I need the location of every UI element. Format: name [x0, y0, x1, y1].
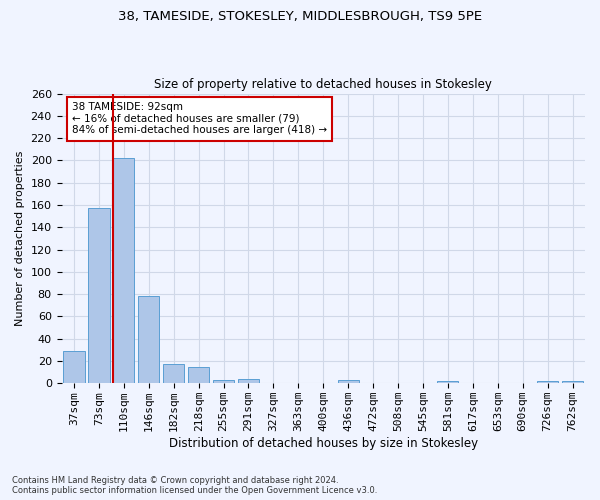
Bar: [562, 381, 583, 384]
Bar: [138, 296, 160, 384]
Bar: [437, 381, 458, 384]
Bar: [188, 366, 209, 384]
Bar: [163, 364, 184, 384]
X-axis label: Distribution of detached houses by size in Stokesley: Distribution of detached houses by size …: [169, 437, 478, 450]
Bar: [113, 158, 134, 384]
Bar: [537, 381, 558, 384]
Bar: [238, 379, 259, 384]
Bar: [88, 208, 110, 384]
Y-axis label: Number of detached properties: Number of detached properties: [15, 150, 25, 326]
Bar: [213, 380, 234, 384]
Text: 38 TAMESIDE: 92sqm
← 16% of detached houses are smaller (79)
84% of semi-detache: 38 TAMESIDE: 92sqm ← 16% of detached hou…: [72, 102, 327, 136]
Title: Size of property relative to detached houses in Stokesley: Size of property relative to detached ho…: [154, 78, 492, 91]
Bar: [338, 380, 359, 384]
Text: 38, TAMESIDE, STOKESLEY, MIDDLESBROUGH, TS9 5PE: 38, TAMESIDE, STOKESLEY, MIDDLESBROUGH, …: [118, 10, 482, 23]
Bar: [64, 351, 85, 384]
Text: Contains HM Land Registry data © Crown copyright and database right 2024.
Contai: Contains HM Land Registry data © Crown c…: [12, 476, 377, 495]
